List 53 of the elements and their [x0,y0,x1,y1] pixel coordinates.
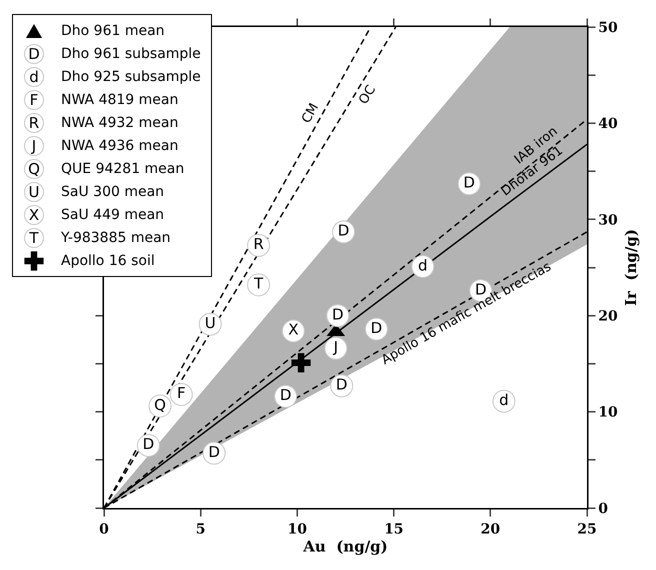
data-label: X [288,320,298,339]
y-axis-title: Ir (ng/g) [622,229,640,306]
y-tick-label: 40 [598,116,618,132]
data-label: D [332,305,344,324]
text: D [28,44,40,62]
legend-label: Y-983885 mean [61,230,171,246]
data-label: d [418,256,428,274]
data-label: Q [154,396,166,414]
data-label: T [252,274,264,293]
data-label: R [253,235,264,254]
y-tick-label: 0 [598,500,608,517]
data-label: D [280,386,292,404]
x-tick-label: 15 [384,521,404,538]
x-tick-label: 25 [577,521,597,538]
y-tick-label: 50 [598,20,618,36]
y-tick-label: 10 [598,404,618,421]
text: OC [356,82,380,108]
legend-label: QUE 94281 mean [61,160,184,176]
x-tick-label: 5 [196,521,206,538]
y-tick-label: 30 [598,212,618,228]
x-tick-label: 20 [480,521,500,538]
text: T [29,228,39,246]
data-label: D [336,376,348,394]
x-tick-label: 0 [99,521,110,538]
legend-label: NWA 4932 mean [61,114,178,130]
data-label: D [142,435,154,454]
text: Q [28,160,40,178]
legend-label: Apollo 16 soil [61,252,155,268]
legend-label: Dho 961 subsample [61,46,201,62]
text: R [28,114,40,132]
text: J [32,136,36,154]
legend-label: Dho 925 subsample [61,68,201,84]
data-label: D [370,318,382,337]
legend-label: NWA 4936 mean [61,138,178,154]
legend-label: SaU 449 mean [61,206,164,222]
data-label: D [208,442,220,461]
x-tick-label: 10 [287,521,308,538]
text: U [28,182,40,200]
y-tick-label: 20 [598,308,618,324]
legend-label: Dho 961 mean [61,22,165,38]
data-label: D [338,222,350,240]
x-axis-title: Au (ng/g) [302,537,388,556]
data-label: J [332,338,338,356]
data-label: F [176,384,186,402]
text: d [29,68,39,86]
text: F [30,90,38,108]
text: X [28,206,40,224]
data-label: D [463,174,475,192]
data-label: U [204,314,216,332]
legend-label: SaU 300 mean [61,184,164,200]
legend-label: NWA 4819 mean [61,92,178,108]
text: CM [299,100,322,126]
data-label: d [499,390,509,409]
